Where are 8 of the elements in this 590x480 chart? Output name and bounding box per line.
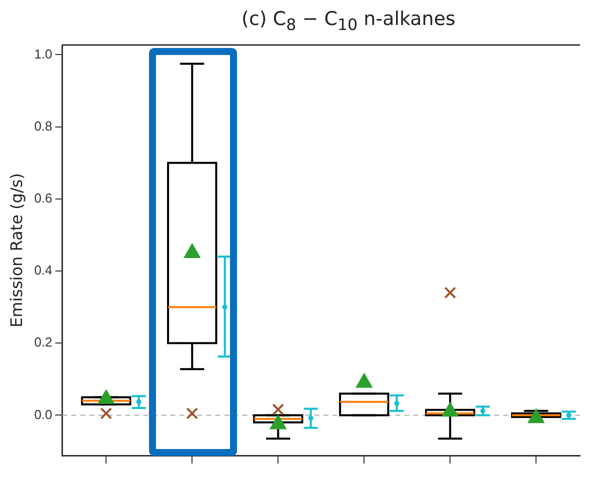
y-tick-label: 0.0 xyxy=(34,406,52,422)
y-tick-label: 1.0 xyxy=(34,46,52,62)
chart-title: (c) C$_{8}$ − C$_{10}$ n-alkanes xyxy=(240,8,456,34)
y-tick-label: 0.6 xyxy=(34,190,52,206)
y-tick-label: 0.2 xyxy=(34,334,52,350)
y-tick-label: 0.4 xyxy=(34,262,52,278)
y-axis-title: Emission Rate (g/s) xyxy=(6,173,26,328)
y-tick-label: 0.8 xyxy=(34,118,52,134)
